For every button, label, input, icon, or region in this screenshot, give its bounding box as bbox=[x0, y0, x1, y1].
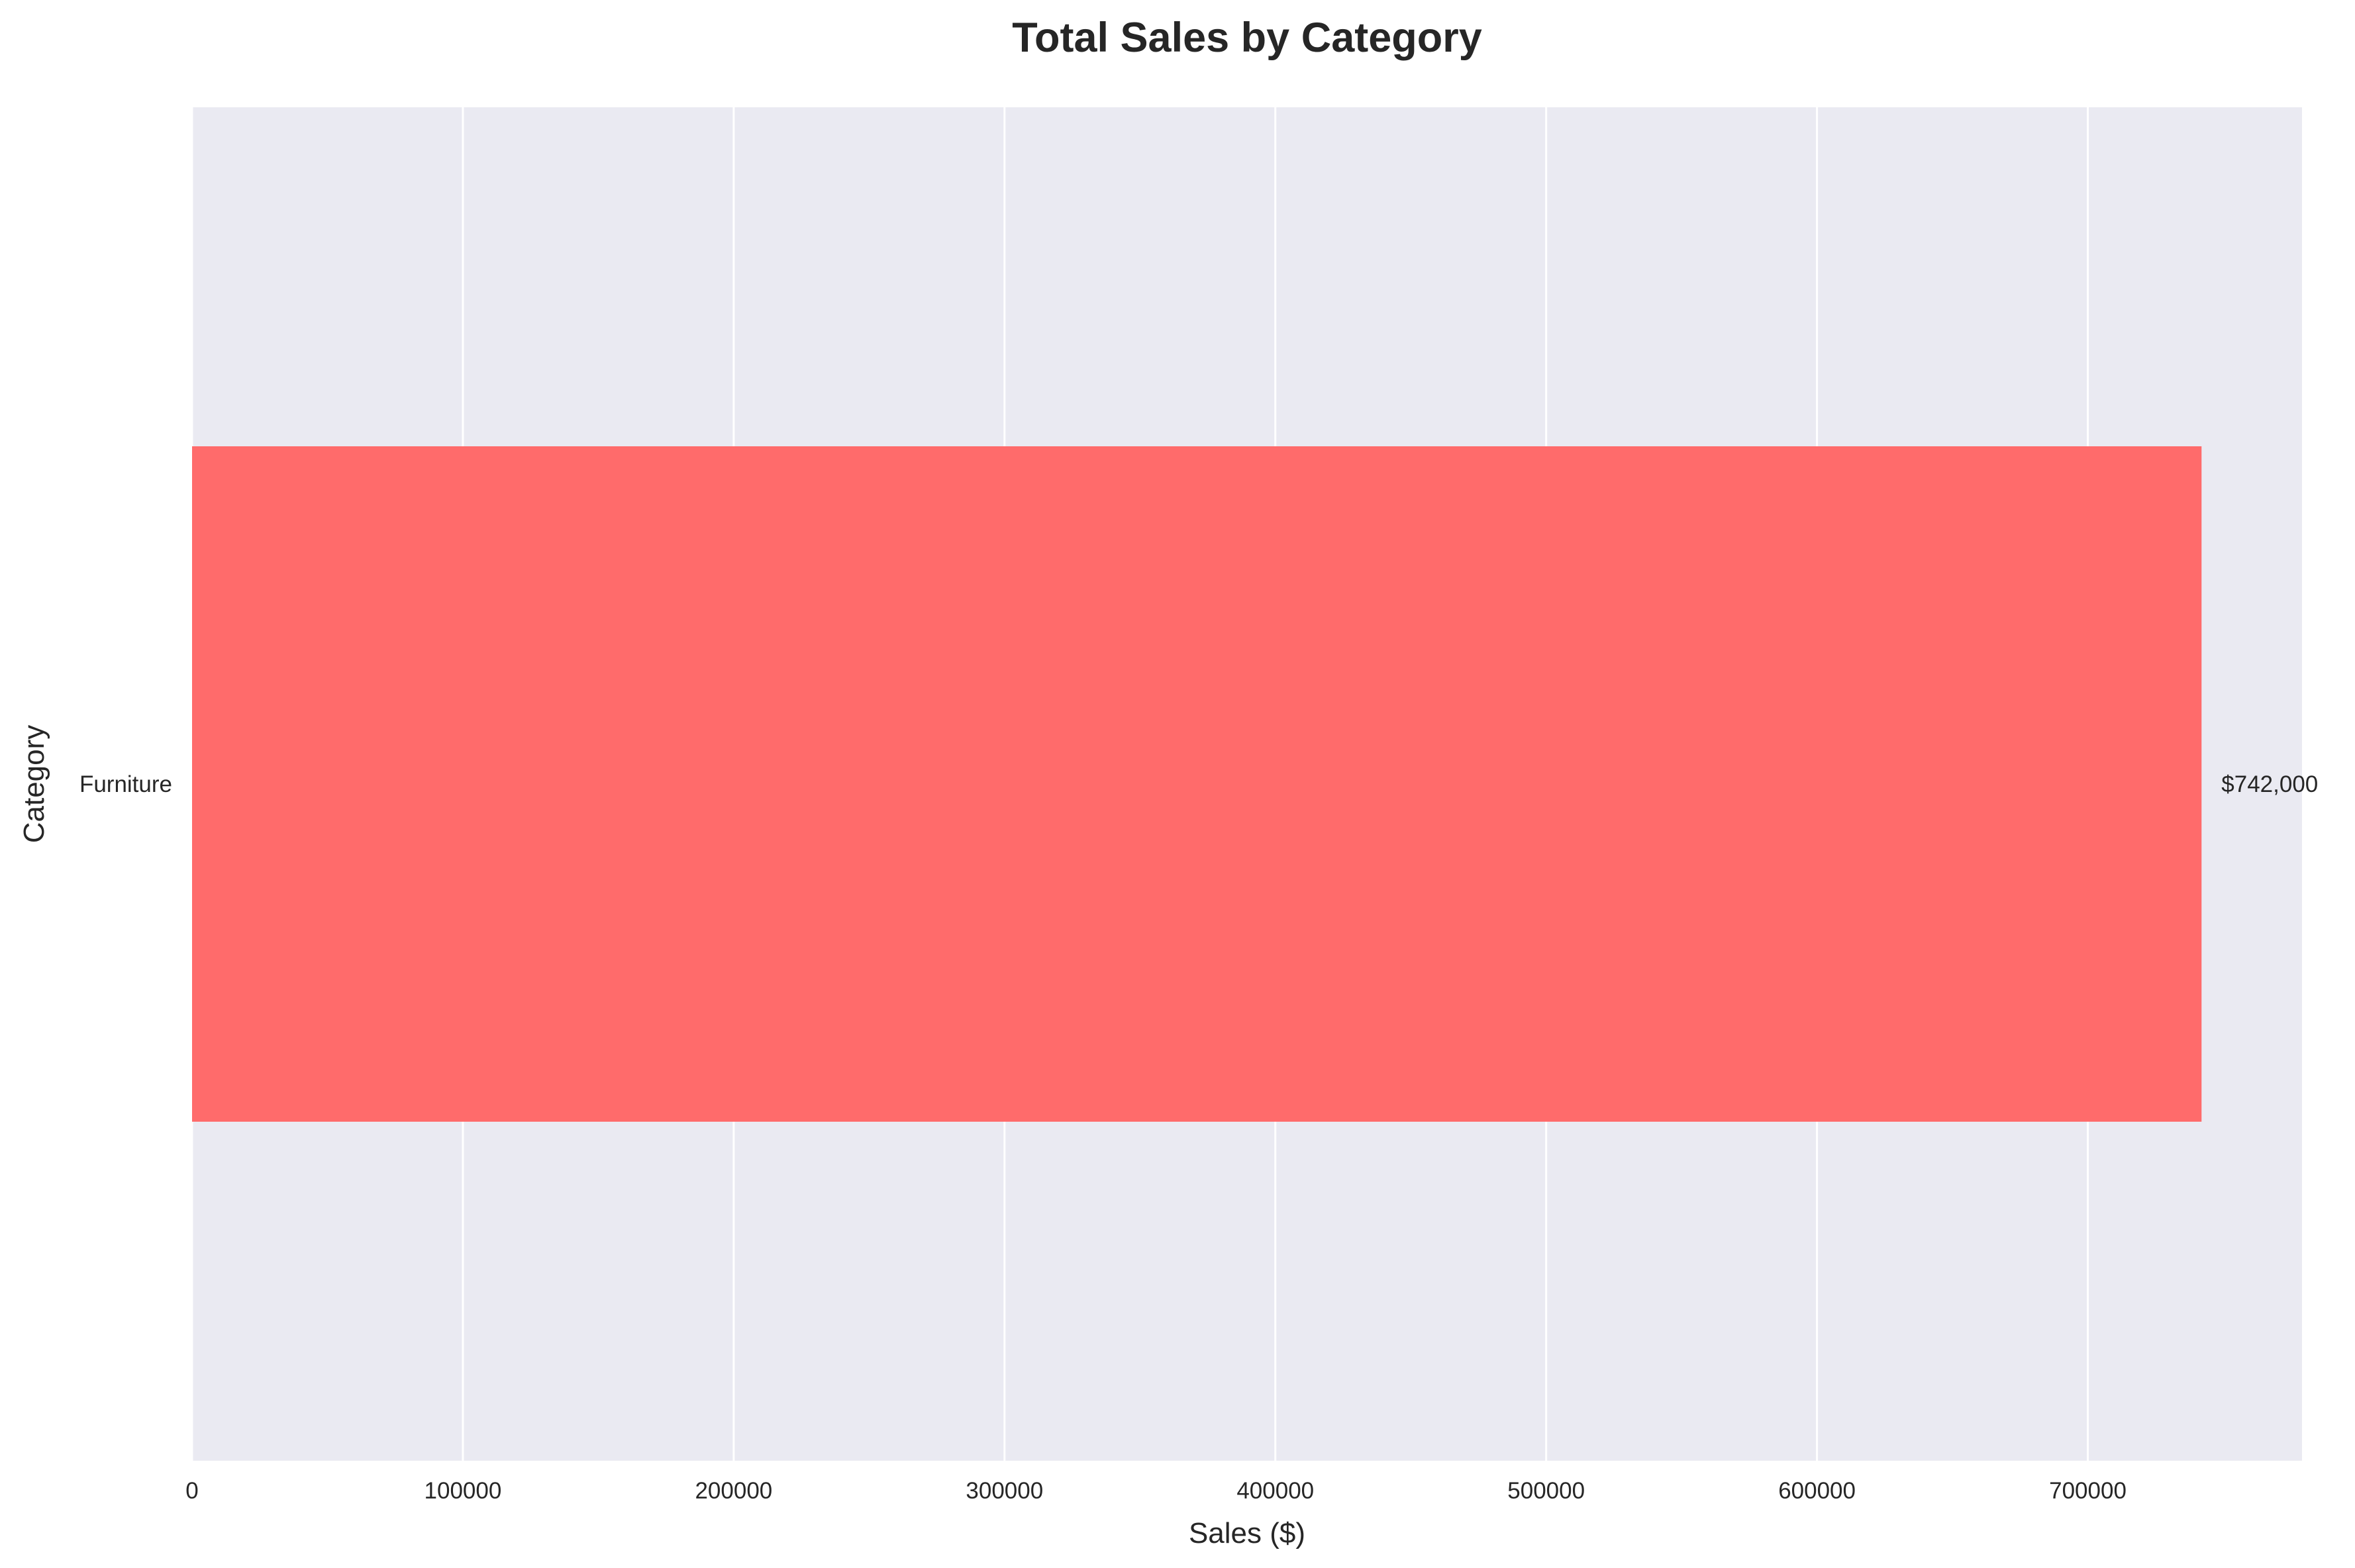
chart-title: Total Sales by Category bbox=[1012, 15, 1482, 61]
data-label: $742,000 bbox=[2221, 771, 2318, 797]
bar-furniture bbox=[192, 446, 2202, 1122]
x-axis-ticks: 0 100000 200000 300000 400000 500000 600000 700… bbox=[185, 1478, 2127, 1504]
x-tick-label: 700000 bbox=[2049, 1478, 2127, 1504]
x-tick-label: 600000 bbox=[1778, 1478, 1856, 1504]
x-tick-label: 300000 bbox=[966, 1478, 1043, 1504]
x-tick-label: 400000 bbox=[1236, 1478, 1314, 1504]
x-tick-label: 0 bbox=[185, 1478, 198, 1504]
x-tick-label: 100000 bbox=[425, 1478, 502, 1504]
x-tick-label: 500000 bbox=[1507, 1478, 1585, 1504]
y-axis-label: Category bbox=[18, 725, 50, 844]
y-axis-ticks: Furniture bbox=[79, 771, 172, 797]
x-tick-label: 200000 bbox=[695, 1478, 772, 1504]
y-tick-label: Furniture bbox=[79, 771, 172, 797]
data-labels: $742,000 bbox=[2221, 771, 2318, 797]
x-axis-label: Sales ($) bbox=[1189, 1517, 1305, 1549]
bars bbox=[192, 446, 2202, 1122]
